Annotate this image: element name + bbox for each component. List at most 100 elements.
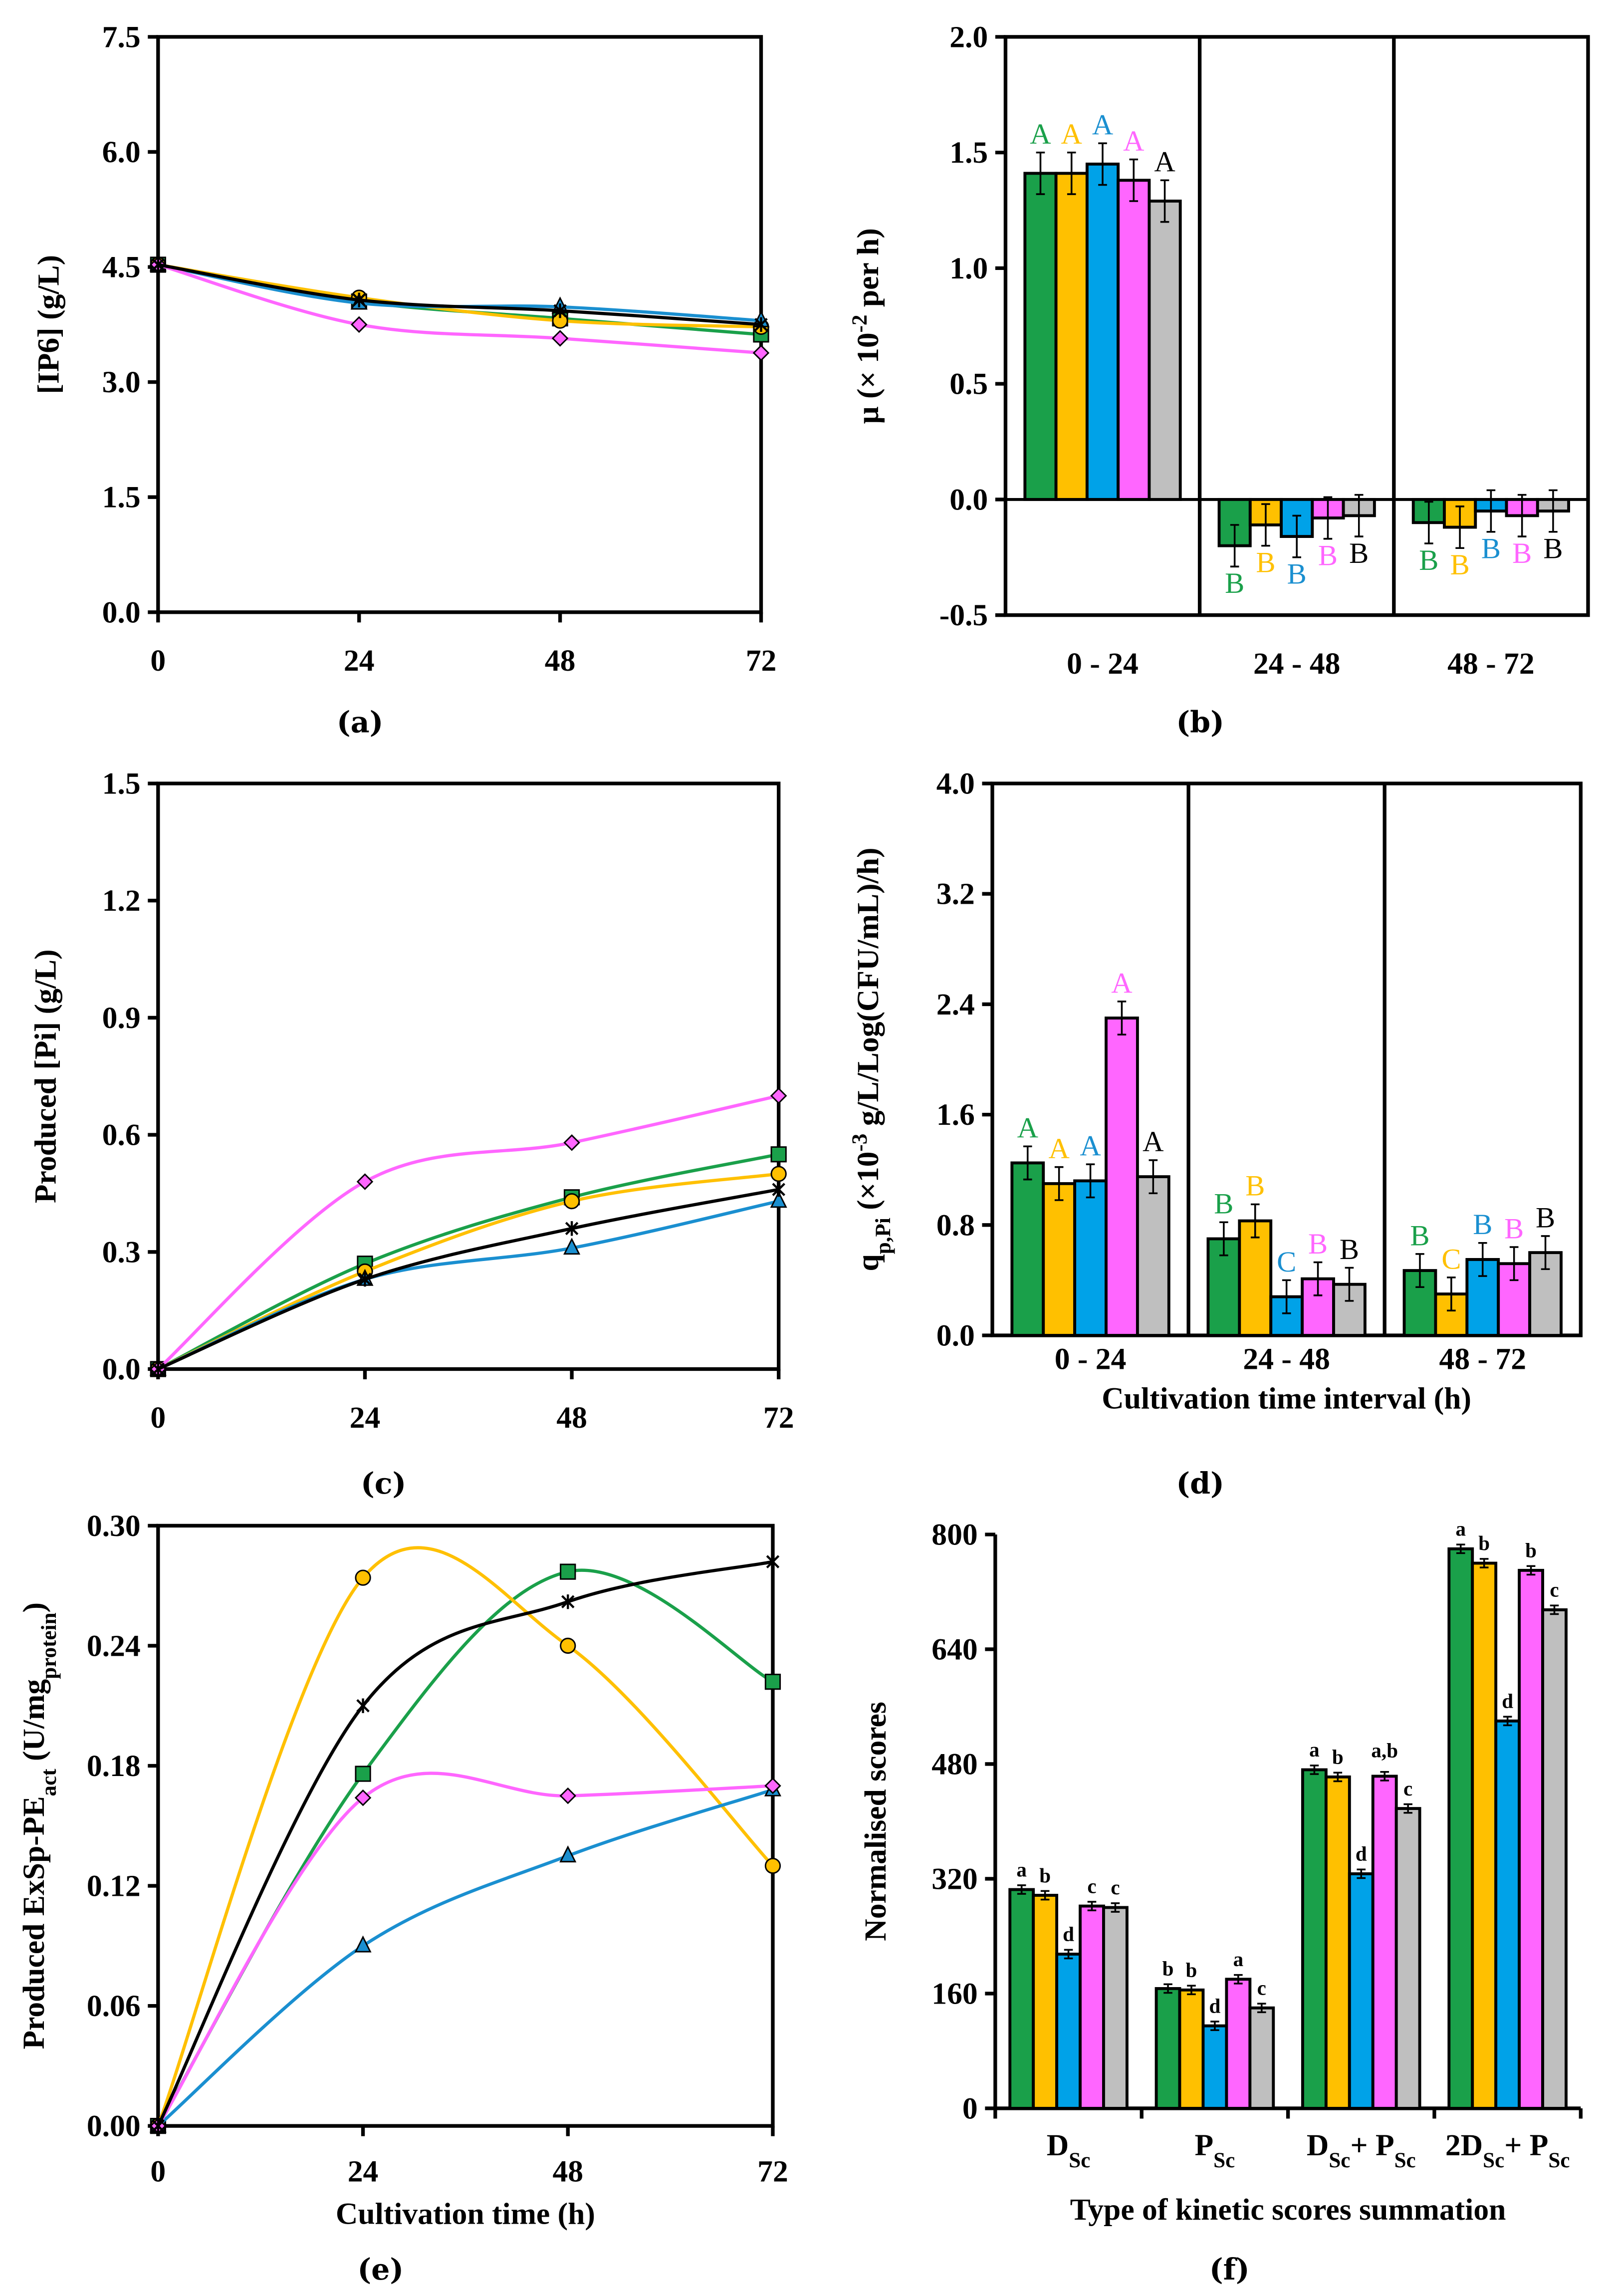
significance-letter: b bbox=[1162, 1957, 1174, 1980]
x-tick-label: 24 bbox=[350, 1401, 381, 1435]
y-tick-label: 4.0 bbox=[936, 767, 975, 801]
text-segment: (×10 bbox=[851, 1152, 885, 1218]
series-green bbox=[150, 1563, 781, 2134]
significance-letter: a bbox=[1233, 1948, 1244, 1971]
circle-marker bbox=[355, 1569, 371, 1586]
star-marker bbox=[561, 1594, 575, 1609]
error-bar bbox=[1210, 2021, 1219, 2032]
error-bar bbox=[1023, 1145, 1032, 1181]
x-category-label: 0 - 24 bbox=[1067, 647, 1139, 681]
text-segment: 0 - 24 bbox=[1055, 1342, 1127, 1376]
panel-label: (f) bbox=[1209, 2252, 1250, 2287]
x-axis-label: Type of kinetic scores summation bbox=[1070, 2193, 1506, 2227]
text-segment: g/L/Log(CFU/mL)/h) bbox=[851, 847, 885, 1133]
y-tick-label: 6.0 bbox=[102, 135, 141, 169]
series-line bbox=[157, 1188, 779, 1371]
x-tick-label: 48 bbox=[552, 2155, 583, 2189]
error-bar bbox=[1054, 1166, 1064, 1201]
significance-letter: B bbox=[1214, 1188, 1233, 1220]
error-bar bbox=[1292, 514, 1302, 558]
y-tick-label: 0.30 bbox=[87, 1509, 141, 1543]
y-tick-label: 3.0 bbox=[102, 365, 141, 399]
significance-letter: C bbox=[1441, 1243, 1461, 1275]
bar bbox=[1238, 1219, 1273, 1337]
significance-letter: B bbox=[1450, 548, 1470, 581]
error-bar bbox=[1380, 1771, 1389, 1782]
star-marker bbox=[772, 1182, 785, 1197]
circle-marker bbox=[563, 1193, 580, 1210]
series-line bbox=[156, 1546, 774, 2127]
significance-letter: A bbox=[1080, 1130, 1101, 1162]
significance-letter: A bbox=[1061, 118, 1082, 150]
x-axis-label: Cultivation time interval (h) bbox=[1102, 1382, 1471, 1416]
bar bbox=[1201, 2024, 1228, 2110]
significance-letter: A bbox=[1123, 125, 1144, 157]
text-segment: + P bbox=[1350, 2128, 1394, 2162]
y-tick-label: 0.0 bbox=[936, 1319, 975, 1353]
x-category-label: 24 - 48 bbox=[1253, 647, 1341, 681]
text-segment: protein bbox=[37, 1612, 61, 1679]
bar bbox=[1042, 1182, 1077, 1337]
star-marker bbox=[754, 317, 768, 332]
significance-letter: B bbox=[1419, 544, 1438, 576]
error-bar bbox=[1163, 1983, 1172, 1994]
panel-label: (a) bbox=[337, 705, 384, 739]
error-bar bbox=[1323, 496, 1333, 540]
x-tick-label: 0 bbox=[150, 2155, 166, 2189]
error-bar bbox=[1117, 1001, 1127, 1036]
diamond-marker bbox=[563, 1134, 580, 1151]
significance-letter: c bbox=[1257, 1976, 1266, 1999]
bar bbox=[1105, 1017, 1139, 1337]
y-tick-label: 7.5 bbox=[102, 20, 141, 54]
series-line bbox=[157, 1172, 779, 1371]
significance-letter: B bbox=[1340, 1233, 1359, 1266]
bar bbox=[1079, 1904, 1105, 2110]
significance-letter: B bbox=[1349, 537, 1369, 569]
error-bar bbox=[1257, 2003, 1266, 2014]
star-marker bbox=[565, 1221, 579, 1236]
error-bar bbox=[1479, 1558, 1489, 1568]
error-bar bbox=[1064, 1949, 1073, 1960]
y-tick-label: 1.5 bbox=[102, 767, 141, 801]
significance-letter: B bbox=[1543, 532, 1563, 565]
x-category-label: DSc bbox=[1047, 2128, 1091, 2172]
significance-letter: B bbox=[1410, 1219, 1429, 1252]
y-axis-label: Normalised scores bbox=[859, 1702, 893, 1941]
square-marker bbox=[355, 1766, 371, 1782]
text-segment: Sc bbox=[1329, 2148, 1350, 2172]
chart-a: 0.0 1.5 3.0 4.5 6.0 7.5 [IP6] (g/L) (a) 0 24 48 72 bbox=[31, 20, 776, 739]
diamond-marker bbox=[559, 1787, 576, 1804]
y-tick-label: 320 bbox=[931, 1862, 977, 1896]
series-blue bbox=[149, 1779, 782, 2133]
text-segment: act bbox=[37, 1769, 61, 1796]
significance-letter: A bbox=[1111, 967, 1132, 999]
series-line bbox=[157, 1568, 774, 2127]
series-yellow bbox=[150, 1166, 787, 1377]
error-bar bbox=[1549, 489, 1558, 533]
y-tick-label: 0.18 bbox=[87, 1749, 141, 1783]
series-line bbox=[157, 263, 761, 355]
significance-letter: b bbox=[1186, 1959, 1197, 1982]
y-axis-label: Produced ExSp-PEact (U/mgprotein) bbox=[17, 1602, 60, 2049]
star-marker bbox=[352, 292, 366, 307]
y-tick-label: 0.5 bbox=[949, 367, 988, 401]
bar bbox=[1348, 1872, 1375, 2110]
bar bbox=[1324, 1775, 1351, 2110]
error-bar bbox=[1478, 1242, 1487, 1277]
panel-label: (b) bbox=[1176, 705, 1224, 739]
error-bar bbox=[1403, 1803, 1412, 1814]
diamond-marker bbox=[551, 330, 569, 347]
bar bbox=[1085, 162, 1120, 501]
y-tick-label: 1.5 bbox=[102, 481, 141, 514]
x-tick-label: 72 bbox=[757, 2155, 788, 2189]
x-tick-label: 0 bbox=[150, 644, 166, 678]
error-bar bbox=[1282, 1279, 1291, 1314]
text-segment: -3 bbox=[848, 1134, 872, 1152]
star-marker bbox=[151, 1361, 165, 1377]
square-marker bbox=[764, 1673, 781, 1690]
significance-letter: a bbox=[1016, 1858, 1027, 1881]
text-segment: D bbox=[1047, 2128, 1069, 2162]
error-bar bbox=[1509, 1246, 1519, 1281]
bar bbox=[1148, 200, 1182, 501]
error-bar bbox=[1234, 1974, 1243, 1985]
